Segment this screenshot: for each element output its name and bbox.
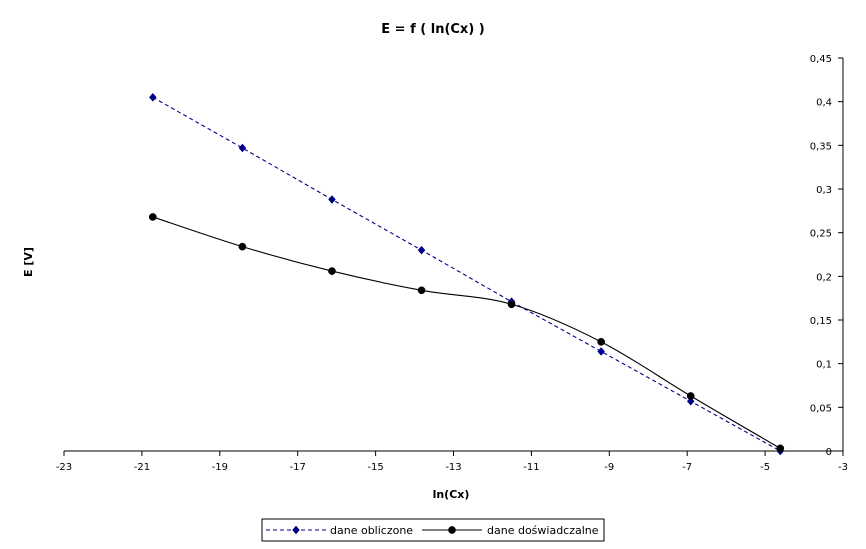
y-tick-label: 0,3 xyxy=(816,185,832,196)
data-point xyxy=(238,143,247,153)
data-point xyxy=(686,392,695,400)
legend-item: dane obliczone xyxy=(266,524,413,537)
x-tick-label: -15 xyxy=(367,462,383,473)
data-point xyxy=(597,347,605,356)
plot-area xyxy=(148,92,785,456)
x-tick-label: -13 xyxy=(445,462,461,473)
x-axis-ticks: -23 -21 -19 -17 -15 -13 -11 -9 -7 -5 -3 xyxy=(56,451,848,473)
y-axis-title: E [V] xyxy=(22,247,35,277)
x-tick-label: -11 xyxy=(523,462,539,473)
series-2 xyxy=(148,213,785,453)
legend-label: dane obliczone xyxy=(330,524,413,537)
series-line xyxy=(152,216,781,449)
series-1 xyxy=(148,92,785,456)
series-line xyxy=(152,96,781,452)
legend-item: dane doświadczalne xyxy=(422,524,599,537)
y-tick-label: 0,15 xyxy=(810,316,832,327)
data-point xyxy=(776,444,785,453)
x-tick-label: -17 xyxy=(290,462,306,473)
legend-label: dane doświadczalne xyxy=(487,524,599,537)
y-tick-label: 0,25 xyxy=(810,229,832,240)
data-point xyxy=(238,242,247,251)
data-point xyxy=(417,245,426,255)
legend-swatch-marker xyxy=(292,525,300,535)
y-tick-label: 0,05 xyxy=(810,403,832,414)
legend-swatch-marker xyxy=(448,526,456,534)
data-point xyxy=(148,92,157,102)
y-tick-label: 0,35 xyxy=(810,141,832,152)
x-tick-label: -3 xyxy=(838,462,848,473)
x-tick-label: -5 xyxy=(760,462,770,473)
chart-title: E = f ( ln(Cx) ) xyxy=(381,22,484,37)
y-tick-label: 0,1 xyxy=(816,360,832,371)
data-point xyxy=(328,267,336,275)
y-tick-label: 0,45 xyxy=(810,54,832,65)
x-tick-label: -7 xyxy=(682,462,692,473)
legend: dane obliczone dane doświadczalne xyxy=(261,518,605,542)
y-tick-label: 0,4 xyxy=(816,98,832,109)
data-point xyxy=(148,213,157,221)
x-axis-title: ln(Cx) xyxy=(433,488,470,501)
y-tick-label: 0,2 xyxy=(816,272,832,283)
data-point xyxy=(417,286,426,295)
data-point xyxy=(597,337,605,346)
data-point xyxy=(507,300,516,309)
x-tick-label: -21 xyxy=(134,462,150,473)
x-tick-label: -23 xyxy=(56,462,72,473)
y-tick-label: 0 xyxy=(826,447,832,458)
x-tick-label: -9 xyxy=(604,462,614,473)
y-axis-ticks: 0 0,05 0,1 0,15 0,2 0,25 0,3 0,35 0,4 0,45 xyxy=(810,54,843,458)
x-tick-label: -19 xyxy=(212,462,228,473)
data-point xyxy=(328,195,336,204)
